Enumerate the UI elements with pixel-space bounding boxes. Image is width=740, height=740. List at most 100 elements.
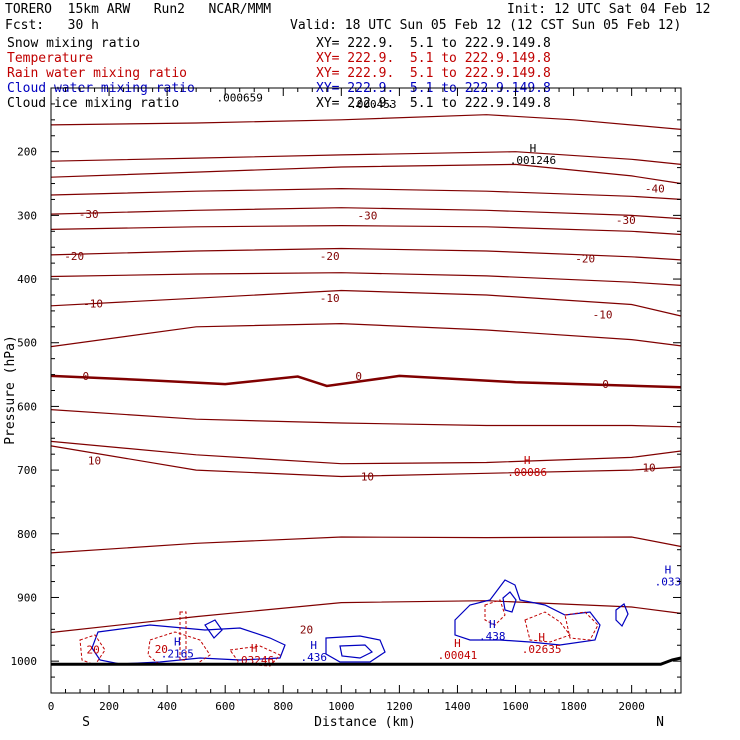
isotherm-line — [50, 409, 682, 428]
contour-label: 20 — [300, 623, 313, 636]
north-label: N — [656, 715, 664, 730]
contour-label: -20 — [64, 250, 84, 263]
y-tick-label: 1000 — [11, 655, 38, 668]
extremum-mark: H — [489, 618, 496, 631]
cloud-water-contour — [502, 591, 517, 613]
terrain-line — [51, 656, 682, 666]
x-tick-label: 0 — [48, 700, 55, 713]
rain-water-contour — [229, 645, 281, 667]
contour-label: -10 — [593, 309, 613, 322]
extremum-value: .436 — [300, 651, 327, 664]
extremum-value: .2165 — [161, 648, 194, 661]
south-label: S — [82, 715, 90, 730]
isotherm-line — [50, 272, 682, 286]
isotherm-line — [50, 247, 682, 261]
legend-xy-cloud-ice: XY= 222.9. 5.1 to 222.9.149.8 — [316, 96, 551, 111]
contour-label: 0 — [355, 370, 362, 383]
isotherm-line — [50, 322, 682, 348]
legend-label-temperature: Temperature — [7, 51, 94, 66]
y-tick-label: 500 — [17, 337, 37, 350]
isotherm-line — [50, 187, 682, 200]
legend-xy-temperature: XY= 222.9. 5.1 to 222.9.149.8 — [316, 51, 551, 66]
contour-label: 10 — [88, 455, 101, 468]
valid-time: Valid: 18 UTC Sun 05 Feb 12 (12 CST Sun … — [290, 18, 682, 33]
rain-water-contour — [564, 611, 599, 641]
extremum-mark: H — [174, 636, 181, 649]
contour-label: 20 — [86, 644, 99, 657]
isotherm-line — [50, 151, 682, 165]
extremum-mark: H — [310, 639, 317, 652]
contour-label: -10 — [320, 292, 340, 305]
isotherm-line — [50, 289, 682, 317]
x-tick-label: 1600 — [502, 700, 529, 713]
y-tick-label: 300 — [17, 209, 37, 222]
isotherm-line — [50, 207, 682, 220]
x-tick-label: 200 — [99, 700, 119, 713]
contour-label: -40 — [645, 183, 665, 196]
extremum-value: .00086 — [507, 466, 547, 479]
cloud-water-contour — [339, 644, 374, 659]
extremum-value: .000659 — [217, 92, 263, 105]
y-tick-label: 700 — [17, 464, 37, 477]
y-tick-label: 400 — [17, 273, 37, 286]
rain-water-contour — [79, 634, 106, 666]
x-tick-label: 1400 — [444, 700, 471, 713]
extremum-value: .000453 — [350, 98, 396, 111]
contour-label: 10 — [642, 462, 655, 475]
contour-label: 20 — [155, 643, 168, 656]
forecast-hour: Fcst: 30 h — [5, 18, 99, 33]
contour-label: 0 — [83, 370, 90, 383]
cloud-water-contour — [204, 619, 223, 639]
rain-water-contour — [147, 631, 211, 666]
x-tick-label: 600 — [215, 700, 235, 713]
x-axis: 0 200 400 600 800 1000 1200 1400 1600 1800 2000 — [48, 88, 676, 713]
rain-water-contour — [179, 611, 187, 661]
legend-xy-snow: XY= 222.9. 5.1 to 222.9.149.8 — [316, 36, 551, 51]
extremum-mark: H — [665, 564, 672, 577]
rain-water-contour — [524, 611, 571, 643]
extremum-value: .02635 — [522, 643, 562, 656]
legend-label-snow: Snow mixing ratio — [7, 36, 141, 51]
isotherm-layer — [50, 114, 682, 634]
isotherm-line — [50, 374, 682, 389]
extremum-mark: H — [454, 637, 461, 650]
cloud-water-contour — [454, 579, 601, 646]
contour-label: -30 — [616, 214, 636, 227]
extremum-value: .00041 — [438, 649, 478, 662]
extremum-mark: H — [524, 454, 531, 467]
legend-label-cloud-ice: Cloud ice mixing ratio — [7, 96, 180, 111]
y-tick-label: 800 — [17, 528, 37, 541]
contour-label: -20 — [575, 253, 595, 266]
contour-label: 10 — [361, 470, 374, 483]
contour-label: 0 — [602, 378, 609, 391]
extremum-value: .033 — [655, 576, 682, 589]
model-title: TORERO 15km ARW Run2 NCAR/MMM — [5, 2, 272, 17]
x-tick-label: 1200 — [386, 700, 413, 713]
y-tick-label: 200 — [17, 146, 37, 159]
x-tick-label: 2000 — [618, 700, 645, 713]
contour-label: -10 — [83, 297, 103, 310]
x-tick-label: 800 — [273, 700, 293, 713]
contour-label: -20 — [320, 250, 340, 263]
x-tick-label: 1800 — [560, 700, 587, 713]
cloud-water-contour — [91, 624, 286, 665]
cloud-water-contour — [615, 603, 629, 628]
legend-xy-rain: XY= 222.9. 5.1 to 222.9.149.8 — [316, 66, 551, 81]
legend-label-rain: Rain water mixing ratio — [7, 66, 188, 81]
isotherm-line — [50, 114, 682, 130]
extremum-mark: H — [530, 142, 537, 155]
contour-label: -30 — [79, 208, 99, 221]
isotherm-line — [50, 440, 682, 465]
extremum-mark: H — [251, 642, 258, 655]
extremum-mark: H — [538, 631, 545, 644]
contour-label-layer: -30 -30 -30 -40 -20 -20 -20 -10 -10 -10 0 0 0 10 10 10 2… — [64, 183, 665, 657]
cloud-water-contour — [325, 635, 386, 663]
isotherm-line — [50, 536, 682, 554]
x-axis-label: Distance (km) — [314, 715, 416, 730]
x-tick-label: 1000 — [328, 700, 355, 713]
x-tick-label: 400 — [157, 700, 177, 713]
y-tick-label: 900 — [17, 591, 37, 604]
hydrometeor-layer — [79, 579, 629, 667]
